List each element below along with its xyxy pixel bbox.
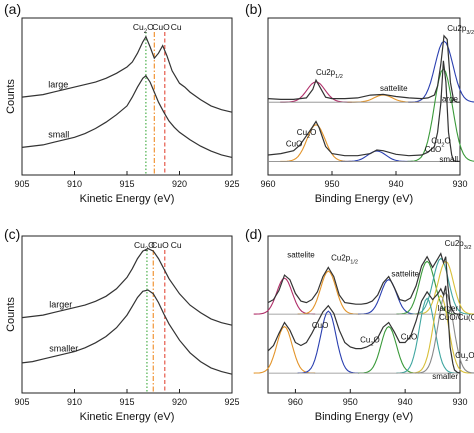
- reference-label-a-0: Cu2O: [133, 22, 154, 35]
- annotation-b-7: CuO: [425, 145, 441, 154]
- plot-frame-a: [21, 17, 233, 176]
- annotation-d-5: CuO: [312, 321, 328, 330]
- annotation-b-6: Cu2O: [431, 137, 451, 149]
- series-line-c-0: [21, 247, 233, 326]
- annotation-d-2: sattelite: [391, 270, 419, 279]
- x-tick-label-c-1: 910: [67, 397, 82, 407]
- annotation-d-8: CuO/Cu(OH)2: [439, 313, 474, 325]
- series-line-b-0: [267, 34, 460, 103]
- annotation-b-3: large: [440, 94, 458, 103]
- annotation-d-1: Cu2p1/2: [331, 254, 358, 266]
- fit-component-d-1-1: [297, 310, 360, 374]
- series-label-a-1: small: [48, 130, 69, 140]
- x-tick-label-b-2: 940: [388, 179, 403, 189]
- reference-label-a-1: CuO: [152, 22, 170, 32]
- x-axis-label-b: Binding Energy (eV): [315, 193, 413, 205]
- series-label-c-1: smaller: [49, 344, 78, 354]
- annotation-d-9: Cu2O: [455, 351, 474, 363]
- x-tick-label-c-2: 915: [119, 397, 134, 407]
- x-tick-label-a-0: 905: [14, 179, 29, 189]
- series-line-d-1: [267, 285, 461, 374]
- annotation-d-10: smaller: [432, 372, 458, 381]
- panel-label-c: (c): [4, 226, 20, 242]
- y-axis-label-c: Counts: [5, 297, 17, 332]
- x-tick-label-a-3: 920: [172, 179, 187, 189]
- fit-component-d-1-4: [410, 294, 472, 374]
- fit-component-d-1-0: [253, 325, 316, 374]
- fit-component-b-0-2: [408, 40, 474, 103]
- annotation-b-1: Cu2p3/2: [447, 24, 474, 36]
- annotation-d-7: CuO: [401, 332, 417, 341]
- fit-component-d-0-0: [253, 277, 316, 315]
- panel-label-a: (a): [4, 1, 21, 17]
- x-axis-label-d: Binding Energy (eV): [315, 411, 413, 423]
- plot-frame-b: [267, 17, 461, 176]
- series-line-a-0: [21, 35, 233, 113]
- x-tick-label-a-2: 915: [119, 179, 134, 189]
- fit-component-d-1-3: [396, 297, 458, 374]
- annotation-b-0: Cu2p1/2: [316, 68, 343, 80]
- panel-label-b: (b): [245, 1, 262, 17]
- reference-label-c-1: CuO: [151, 240, 169, 250]
- annotation-d-0: sattelite: [287, 250, 315, 259]
- x-tick-label-b-1: 950: [324, 179, 339, 189]
- fit-component-d-1-2: [357, 325, 420, 374]
- annotation-d-3: Cu2p3/2: [445, 239, 472, 251]
- fit-component-b-0-1: [347, 94, 419, 103]
- fit-component-d-0-4: [410, 257, 472, 315]
- series-line-d-0: [267, 252, 460, 315]
- x-tick-label-b-0: 960: [260, 179, 275, 189]
- reference-label-a-2: Cu: [171, 22, 182, 32]
- fit-component-d-0-1: [297, 270, 360, 315]
- panel-label-d: (d): [245, 226, 262, 242]
- fit-component-d-0-2: [358, 278, 420, 315]
- y-axis-label-a: Counts: [5, 79, 17, 114]
- x-axis-label-a: Kinetic Energy (eV): [80, 193, 175, 205]
- x-tick-label-d-2: 940: [398, 397, 413, 407]
- x-tick-label-d-1: 950: [343, 397, 358, 407]
- series-label-a-0: large: [48, 79, 68, 89]
- x-tick-label-b-3: 930: [452, 179, 467, 189]
- x-tick-label-c-4: 925: [224, 397, 239, 407]
- reference-label-c-2: Cu: [171, 240, 182, 250]
- x-tick-label-c-3: 920: [172, 397, 187, 407]
- series-label-c-0: larger: [49, 300, 72, 310]
- x-axis-label-c: Kinetic Energy (eV): [80, 411, 175, 423]
- annotation-b-4: Cu2O: [297, 128, 317, 140]
- annotation-b-5: CuO: [286, 139, 302, 148]
- reference-label-c-0: Cu2O: [134, 240, 155, 253]
- x-tick-label-a-4: 925: [224, 179, 239, 189]
- series-line-b-1: [267, 60, 460, 162]
- x-tick-label-c-0: 905: [14, 397, 29, 407]
- series-line-c-1: [21, 289, 233, 375]
- annotation-b-8: small: [439, 155, 458, 164]
- x-tick-label-d-3: 930: [452, 397, 467, 407]
- annotation-d-6: Cu2O: [360, 335, 380, 347]
- fit-component-b-1-0: [280, 124, 352, 162]
- series-line-a-1: [21, 74, 233, 158]
- x-tick-label-d-0: 960: [288, 397, 303, 407]
- annotation-b-2: sattelite: [380, 84, 408, 93]
- annotation-d-4: larger: [438, 304, 459, 313]
- x-tick-label-a-1: 910: [67, 179, 82, 189]
